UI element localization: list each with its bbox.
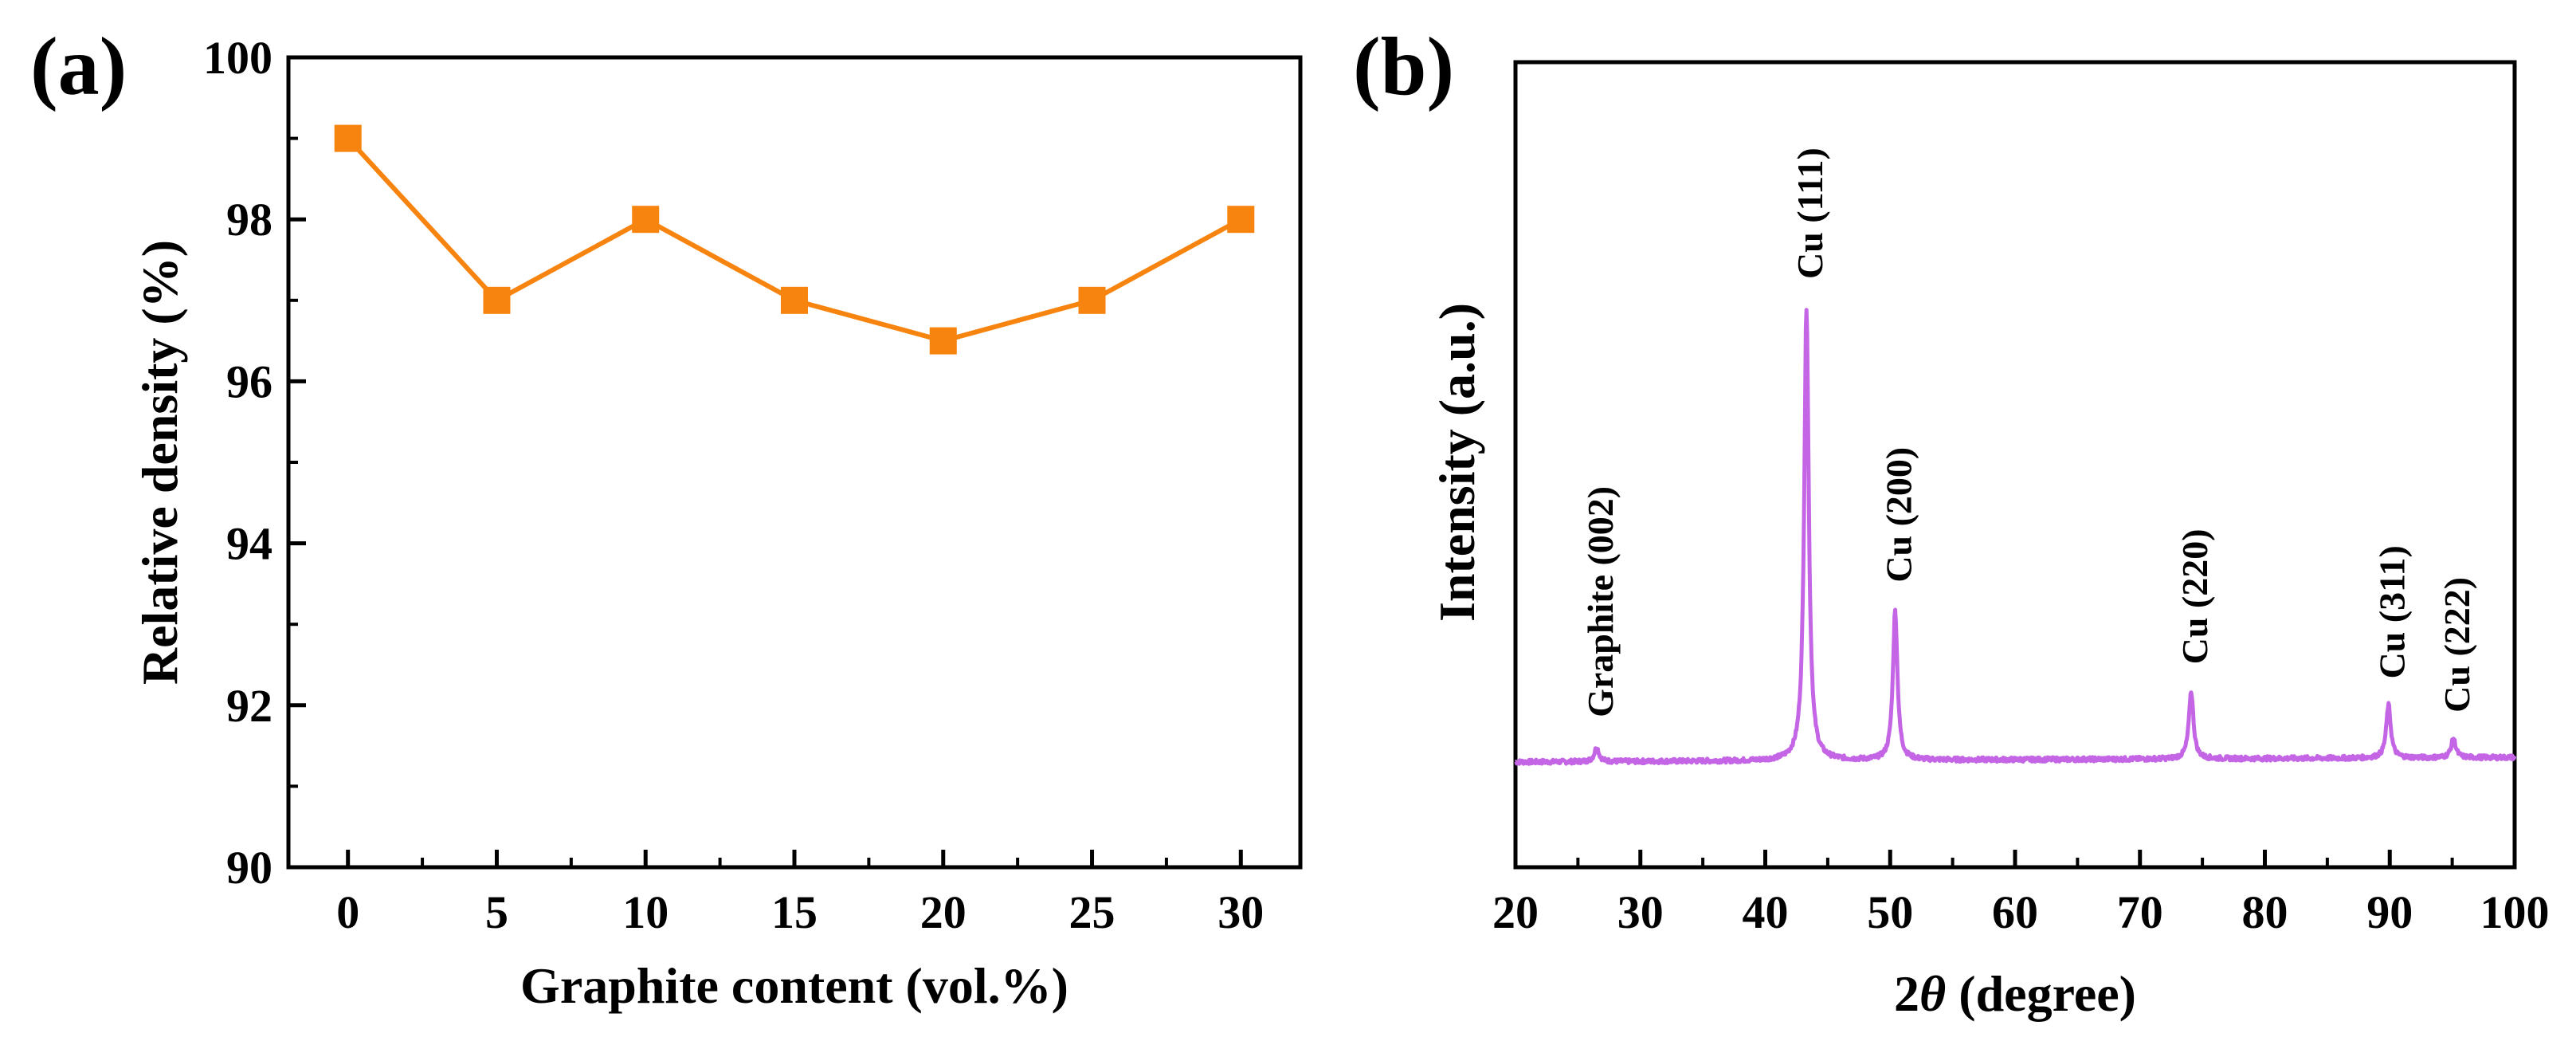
x-tick-label: 80 [2242, 886, 2288, 938]
panel-a-y-axis-label: Relative density (%) [131, 240, 188, 685]
x-tick-label: 90 [2366, 886, 2413, 938]
panel-b-xrd-pattern: (b) 20 30 40 50 60 70 80 90 100 Graphite (002) Cu… [1353, 21, 2550, 1022]
panel-b-y-axis-label: Intensity (a.u.) [1429, 303, 1485, 622]
panel-a-y-ticks: 90 92 94 96 98 100 [203, 32, 306, 894]
x-axis-label-theta: θ [1919, 965, 1946, 1022]
y-tick-label: 100 [203, 32, 272, 84]
x-tick-label: 20 [920, 886, 966, 938]
x-tick-label: 0 [336, 886, 359, 938]
x-tick-label: 40 [1743, 886, 1789, 938]
panel-a-relative-density: (a) 90 92 94 96 98 100 0 5 10 15 20 25 30 Graphite … [30, 21, 1303, 1014]
panel-a-axes-frame [286, 55, 1303, 870]
data-point-square [781, 286, 808, 314]
peak-label: Cu (220) [2174, 528, 2215, 664]
panel-b-peak-labels: Graphite (002) Cu (111) Cu (200) Cu (220) Cu… [1580, 147, 2477, 717]
peak-label: Cu (111) [1790, 147, 1830, 279]
y-tick-label: 92 [226, 680, 272, 732]
x-tick-label: 20 [1492, 886, 1539, 938]
panel-b-x-ticks: 20 30 40 50 60 70 80 90 100 [1492, 850, 2550, 938]
panel-a-label: (a) [30, 21, 127, 112]
data-point-square [1078, 286, 1106, 314]
x-tick-label: 15 [771, 886, 817, 938]
x-tick-label: 30 [1217, 886, 1264, 938]
x-tick-label: 100 [2480, 886, 2550, 938]
x-tick-label: 50 [1867, 886, 1913, 938]
peak-label: Cu (311) [2372, 545, 2413, 678]
x-axis-label-suffix: (degree) [1946, 965, 2136, 1022]
panel-a-x-ticks: 0 5 10 15 20 25 30 [336, 850, 1264, 938]
data-point-square [632, 206, 660, 234]
x-axis-label-prefix: 2 [1894, 965, 1919, 1022]
panel-b-axes-frame [1513, 60, 2517, 870]
y-tick-label: 96 [226, 356, 272, 407]
peak-label: Cu (200) [1879, 447, 1919, 583]
data-point-square [929, 327, 957, 355]
x-tick-label: 60 [1992, 886, 2038, 938]
y-tick-label: 90 [226, 842, 272, 894]
data-point-square [1227, 206, 1255, 234]
x-tick-label: 10 [622, 886, 669, 938]
data-point-square [334, 124, 362, 152]
panel-b-xrd-curve [1514, 308, 2517, 766]
peak-label: Cu (222) [2437, 577, 2477, 713]
peak-label: Graphite (002) [1580, 486, 1621, 717]
y-tick-label: 94 [226, 518, 272, 570]
panel-b-x-axis-label: 2θ (degree) [1894, 965, 2136, 1022]
panel-b-label: (b) [1353, 21, 1454, 112]
panel-a-x-axis-label: Graphite content (vol.%) [520, 957, 1068, 1014]
x-tick-label: 30 [1617, 886, 1664, 938]
x-tick-label: 70 [2117, 886, 2163, 938]
x-tick-label: 5 [485, 886, 508, 938]
y-tick-label: 98 [226, 194, 272, 246]
data-point-square [483, 286, 511, 314]
panel-a-data-series [334, 124, 1255, 355]
x-tick-label: 25 [1069, 886, 1115, 938]
